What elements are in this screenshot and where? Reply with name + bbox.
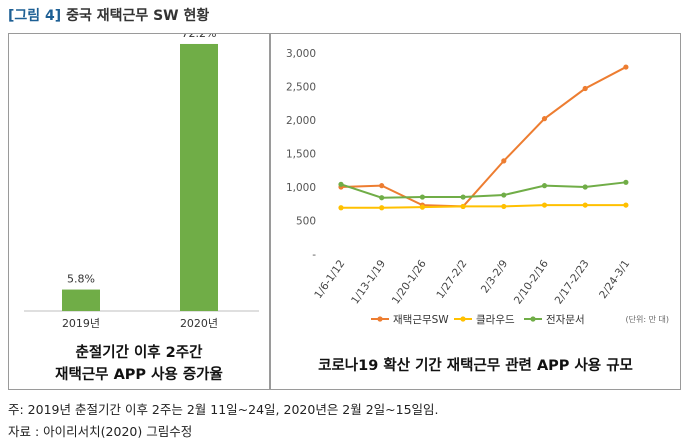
series-point-1	[338, 205, 344, 211]
series-point-2	[623, 179, 629, 185]
bar-2019년	[62, 289, 100, 311]
series-point-2	[460, 194, 466, 200]
bar-caption-line-1: 춘절기간 이후 2주간	[75, 345, 203, 361]
series-line-1	[341, 204, 626, 209]
line-chart-caption: 코로나19 확산 기간 재택근무 관련 APP 사용 규모	[271, 355, 680, 377]
bar-caption-line-2: 재택근무 APP 사용 증가율	[55, 367, 223, 383]
bar-category-label: 2019년	[62, 317, 100, 330]
line-chart: 3,000 2,500 2,000 1,500 1,000 500 -1/6-1/12 1/1…	[286, 48, 669, 326]
figure-label: [그림 4]	[8, 8, 62, 24]
y-tick-label: 500	[296, 216, 316, 228]
figure-title: [그림 4] 중국 재택근무 SW 현황	[8, 5, 209, 25]
series-point-2	[379, 195, 385, 201]
bar-2020년	[180, 43, 218, 312]
series-point-2	[338, 181, 344, 187]
y-tick-label: 2,500	[286, 82, 316, 94]
footnote-note: 주: 2019년 춘절기간 이후 2주는 2월 11일~24일, 2020년은 …	[8, 402, 439, 417]
legend-label: 전자문서	[546, 314, 585, 326]
x-tick-label: 1/20-1/26	[390, 258, 429, 307]
legend-marker-2	[530, 316, 536, 322]
legend-marker-1	[460, 316, 466, 322]
footnote-source: 자료 : 아이리서치(2020) 그림수정	[8, 424, 193, 439]
series-point-1	[419, 204, 425, 210]
line-caption-text: 코로나19 확산 기간 재택근무 관련 APP 사용 규모	[318, 358, 633, 374]
unit-note: (단위: 만 대)	[626, 314, 669, 324]
series-point-0	[541, 116, 548, 122]
series-line-0	[340, 66, 627, 208]
series-point-0	[623, 64, 629, 70]
series-point-0	[379, 183, 385, 189]
legend-label: 재택근무SW	[393, 314, 449, 326]
legend-marker-0	[377, 316, 383, 322]
x-tick-label: 1/6-1/12	[312, 258, 347, 301]
legend-label: 클라우드	[476, 314, 515, 326]
series-point-0	[582, 85, 588, 92]
x-tick-label: 2/17-2/23	[553, 258, 592, 307]
line-chart-panel: 3,000 2,500 2,000 1,500 1,000 500 -1/6-1/12 1/1…	[270, 33, 681, 390]
series-point-1	[460, 203, 466, 210]
series-point-1	[379, 205, 385, 211]
y-tick-label: -	[312, 249, 316, 261]
figure-title-text: 중국 재택근무 SW 현황	[66, 8, 210, 24]
bar-chart-panel: 5.8% 2019년 72.2% 2020년 춘절기간 이후 2주간 재택근무 APP…	[8, 33, 270, 390]
x-tick-label: 2/24-3/1	[597, 258, 632, 301]
series-point-1	[501, 203, 507, 210]
series-point-1	[541, 202, 548, 208]
y-tick-label: 3,000	[286, 48, 316, 60]
x-tick-label: 1/27-2/2	[434, 258, 469, 301]
series-point-1	[582, 202, 588, 208]
bar-data-label: 5.8%	[67, 273, 95, 286]
series-point-2	[541, 183, 548, 189]
series-point-2	[582, 184, 588, 190]
bar-data-label: 72.2%	[182, 34, 217, 40]
series-point-1	[623, 202, 629, 208]
series-point-0	[501, 158, 507, 164]
y-tick-label: 1,500	[286, 149, 316, 161]
series-line-2	[340, 181, 627, 199]
y-tick-label: 1,000	[286, 182, 316, 194]
series-point-2	[501, 192, 507, 198]
y-tick-label: 2,000	[286, 115, 316, 127]
bar-category-label: 2020년	[180, 317, 218, 330]
bar-chart: 5.8% 2019년 72.2% 2020년	[24, 34, 259, 330]
x-tick-label: 2/10-2/16	[512, 258, 551, 307]
x-tick-label: 1/13-1/19	[349, 258, 388, 307]
bar-chart-caption: 춘절기간 이후 2주간 재택근무 APP 사용 증가율	[9, 342, 269, 386]
x-tick-label: 2/3-2/9	[479, 258, 510, 296]
series-point-2	[419, 194, 425, 200]
